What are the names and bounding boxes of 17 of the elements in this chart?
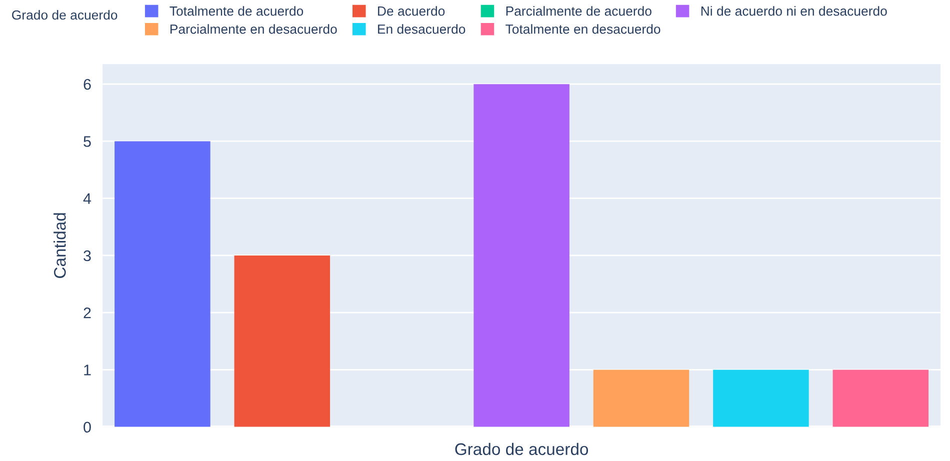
legend-label: Ni de acuerdo ni en desacuerdo <box>701 6 887 16</box>
y-tick-label: 6 <box>84 78 91 90</box>
y-tick-label: 1 <box>84 364 91 376</box>
legend-label: Totalmente de acuerdo <box>170 6 304 16</box>
legend-label: De acuerdo <box>378 6 445 16</box>
legend-title: Grado de acuerdo <box>12 10 118 20</box>
legend-label: Parcialmente en desacuerdo <box>170 24 337 34</box>
y-tick-label: 4 <box>83 193 92 204</box>
legend-label: Parcialmente de acuerdo <box>506 6 652 16</box>
y-axis-title: Cantidad <box>54 213 66 278</box>
legend-label: En desacuerdo <box>378 24 466 34</box>
y-tick-label: 5 <box>84 136 91 147</box>
y-tick-label: 3 <box>84 250 91 262</box>
y-tick-label: 2 <box>84 307 91 318</box>
y-tick-label: 0 <box>84 422 91 433</box>
legend-label: Totalmente en desacuerdo <box>506 24 660 34</box>
x-axis-title: Grado de acuerdo <box>455 442 588 456</box>
